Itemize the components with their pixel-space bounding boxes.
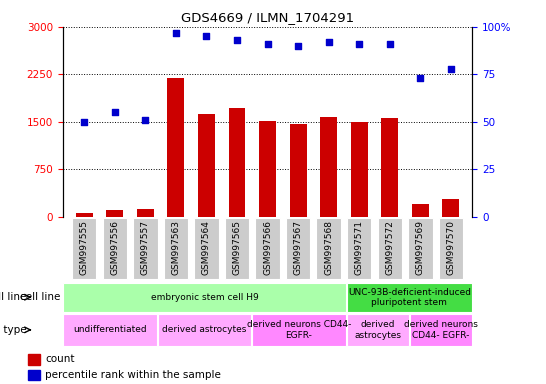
- Title: GDS4669 / ILMN_1704291: GDS4669 / ILMN_1704291: [181, 11, 354, 24]
- Text: cell line: cell line: [20, 292, 60, 302]
- FancyBboxPatch shape: [63, 283, 346, 312]
- FancyBboxPatch shape: [347, 218, 371, 279]
- FancyBboxPatch shape: [225, 218, 249, 279]
- Text: percentile rank within the sample: percentile rank within the sample: [45, 370, 221, 380]
- FancyBboxPatch shape: [194, 218, 218, 279]
- FancyBboxPatch shape: [347, 283, 472, 312]
- Bar: [229, 108, 245, 217]
- FancyBboxPatch shape: [317, 218, 341, 279]
- FancyBboxPatch shape: [72, 218, 97, 279]
- Point: [447, 66, 455, 72]
- Point: [202, 33, 211, 40]
- Point: [110, 109, 119, 116]
- Bar: [198, 114, 215, 217]
- Text: GSM997570: GSM997570: [447, 220, 455, 275]
- Point: [324, 39, 333, 45]
- Text: derived neurons
CD44- EGFR-: derived neurons CD44- EGFR-: [404, 320, 478, 339]
- Point: [171, 30, 180, 36]
- Text: GSM997568: GSM997568: [324, 220, 333, 275]
- FancyBboxPatch shape: [256, 218, 280, 279]
- Text: GSM997566: GSM997566: [263, 220, 272, 275]
- Bar: [381, 118, 398, 217]
- Text: derived
astrocytes: derived astrocytes: [354, 320, 401, 339]
- Text: count: count: [45, 354, 75, 364]
- Text: GSM997567: GSM997567: [294, 220, 302, 275]
- Bar: [168, 78, 184, 217]
- Bar: [28, 354, 39, 364]
- FancyBboxPatch shape: [347, 314, 408, 346]
- FancyBboxPatch shape: [158, 314, 251, 346]
- Text: GSM997564: GSM997564: [202, 220, 211, 275]
- Text: GSM997555: GSM997555: [80, 220, 88, 275]
- Text: GSM997557: GSM997557: [141, 220, 150, 275]
- Point: [263, 41, 272, 47]
- FancyBboxPatch shape: [133, 218, 158, 279]
- Bar: [259, 121, 276, 217]
- Text: GSM997563: GSM997563: [171, 220, 180, 275]
- FancyBboxPatch shape: [252, 314, 346, 346]
- Text: derived neurons CD44-
EGFR-: derived neurons CD44- EGFR-: [247, 320, 351, 339]
- Point: [294, 43, 302, 49]
- FancyBboxPatch shape: [377, 218, 402, 279]
- Point: [416, 75, 425, 81]
- Text: GSM997572: GSM997572: [385, 220, 394, 275]
- FancyBboxPatch shape: [438, 218, 463, 279]
- Bar: [290, 124, 306, 217]
- Bar: [76, 213, 93, 217]
- Text: derived astrocytes: derived astrocytes: [162, 325, 247, 334]
- Text: cell line: cell line: [0, 292, 26, 302]
- Text: GSM997556: GSM997556: [110, 220, 119, 275]
- Point: [80, 119, 88, 125]
- Text: GSM997565: GSM997565: [233, 220, 241, 275]
- Text: cell type: cell type: [0, 325, 26, 335]
- Bar: [137, 209, 154, 217]
- Text: embryonic stem cell H9: embryonic stem cell H9: [151, 293, 258, 302]
- Bar: [321, 117, 337, 217]
- Text: UNC-93B-deficient-induced
pluripotent stem: UNC-93B-deficient-induced pluripotent st…: [348, 288, 471, 307]
- FancyBboxPatch shape: [408, 218, 432, 279]
- Point: [385, 41, 394, 47]
- Bar: [106, 210, 123, 217]
- FancyBboxPatch shape: [103, 218, 127, 279]
- Point: [141, 117, 150, 123]
- Point: [355, 41, 364, 47]
- Bar: [412, 204, 429, 217]
- Text: GSM997571: GSM997571: [355, 220, 364, 275]
- Bar: [28, 370, 39, 381]
- Point: [233, 37, 241, 43]
- Text: GSM997569: GSM997569: [416, 220, 425, 275]
- FancyBboxPatch shape: [63, 314, 157, 346]
- Bar: [351, 122, 367, 217]
- FancyBboxPatch shape: [410, 314, 472, 346]
- FancyBboxPatch shape: [164, 218, 188, 279]
- FancyBboxPatch shape: [286, 218, 310, 279]
- Bar: [442, 199, 459, 217]
- Text: undifferentiated: undifferentiated: [73, 325, 147, 334]
